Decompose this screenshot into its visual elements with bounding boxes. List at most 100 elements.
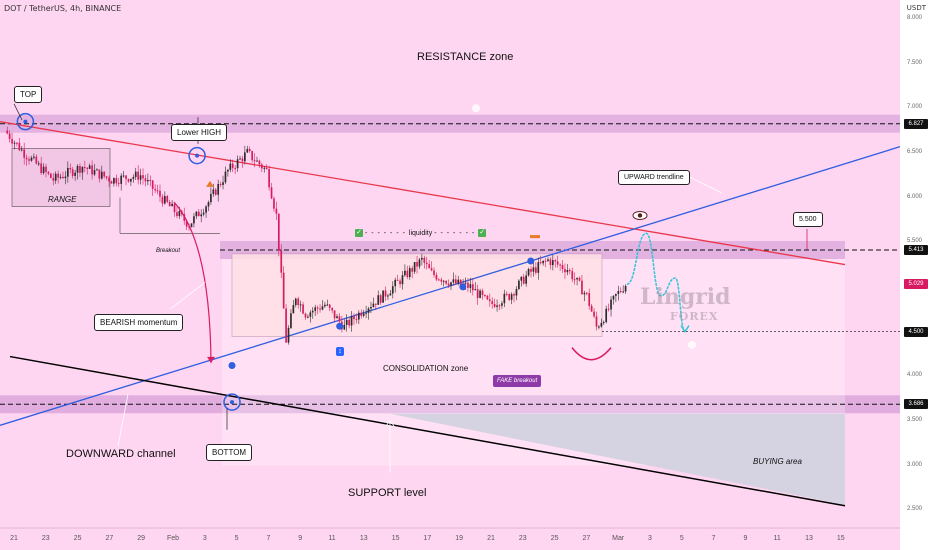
candle-body	[294, 298, 297, 306]
currency-label[interactable]: USDT	[906, 4, 926, 12]
candle-body	[83, 166, 86, 168]
candle-body	[610, 299, 612, 310]
projection-path	[626, 232, 686, 333]
time-tick-label: 21	[10, 535, 18, 542]
candle-body	[353, 316, 355, 320]
candle-body	[486, 295, 489, 300]
resistance-zone-label: RESISTANCE zone	[417, 51, 514, 63]
candle-body	[309, 312, 312, 317]
time-tick-label: Feb	[166, 535, 180, 542]
projection-arrow-icon	[680, 325, 690, 333]
candle-body	[561, 264, 564, 270]
candle-body	[127, 178, 130, 182]
candle-body	[520, 276, 523, 281]
candle-body	[96, 169, 98, 171]
top-callout: TOP	[14, 86, 43, 103]
time-tick-label: 19	[455, 535, 464, 542]
info-icon[interactable]: ↕	[336, 347, 344, 356]
candle-body	[566, 270, 569, 273]
candle-body	[234, 168, 237, 170]
candle-body	[120, 175, 123, 184]
time-tick-label: 11	[773, 535, 781, 542]
hammer-icon	[530, 235, 540, 239]
candle-body	[418, 259, 421, 267]
candle-body	[20, 149, 23, 151]
candle-body	[105, 176, 108, 178]
candle-body	[302, 304, 304, 314]
candle-body	[585, 292, 588, 294]
candle-body	[195, 211, 198, 217]
time-tick-label: 11	[328, 535, 336, 542]
candle-body	[454, 279, 457, 284]
candle-body	[314, 307, 317, 311]
candle-body	[522, 276, 525, 284]
top-callout-pointer	[13, 103, 23, 121]
signal-icon	[206, 180, 214, 187]
channel-callout-pointer	[117, 394, 129, 446]
marker-dot	[688, 340, 696, 349]
price-tick-label: 3.000	[907, 461, 923, 468]
candle-body	[270, 187, 273, 199]
candle-body	[40, 163, 43, 174]
price-badge: 6.827	[904, 118, 928, 129]
candle-body	[493, 303, 496, 307]
trendline-touch-dot	[527, 257, 535, 265]
time-tick-label: 21	[487, 535, 495, 542]
candle-body	[525, 275, 528, 284]
candle-body	[159, 190, 161, 197]
time-tick-label: 9	[298, 535, 303, 542]
candle-body	[33, 156, 35, 158]
candle-body	[544, 260, 547, 262]
breakout-label: Breakout	[156, 248, 181, 254]
candle-body	[539, 262, 542, 264]
price-tick-label: 4.000	[907, 372, 923, 379]
candle-body	[532, 267, 535, 272]
bottom-callout: BOTTOM	[206, 444, 253, 461]
candle-body	[88, 165, 91, 169]
candle-body	[214, 189, 217, 195]
candle-body	[113, 178, 115, 184]
chart-symbol-title[interactable]: DOT / TetherUS, 4h, BINANCE	[4, 4, 122, 13]
candle-body	[25, 157, 28, 160]
time-tick-label: Mar	[612, 535, 625, 542]
upward-callout-pointer	[685, 174, 723, 194]
candle-body	[154, 188, 156, 191]
candle-body	[549, 259, 552, 266]
candle-body	[79, 166, 81, 173]
time-tick-label: 27	[582, 535, 591, 542]
candle-body	[430, 268, 433, 271]
candle-body	[556, 261, 559, 265]
candle-body	[16, 142, 18, 144]
candle-body	[401, 275, 404, 285]
candle-body	[513, 294, 515, 296]
upward-trendline-callout: UPWARD trendline	[618, 170, 690, 185]
trendline-touch-dot	[228, 362, 236, 370]
fake-breakout-tag: FAKE breakout	[493, 375, 542, 387]
candle-body	[464, 282, 467, 284]
candle-body	[527, 268, 530, 276]
range-label: RANGE	[48, 195, 77, 204]
candle-body	[110, 181, 113, 184]
candle-body	[57, 173, 59, 178]
candle-body	[37, 163, 40, 165]
candle-body	[350, 316, 353, 326]
candle-body	[74, 172, 76, 176]
candle-body	[130, 178, 132, 182]
candle-body	[328, 304, 331, 308]
support-arrow-icon	[385, 420, 395, 427]
price-axis-panel	[900, 0, 932, 550]
liquidity-annotation: ✓ - - - - - - - liquidity - - - - - - - …	[355, 229, 487, 237]
candle-body	[447, 283, 450, 286]
candle-body	[607, 308, 610, 310]
candle-body	[185, 220, 188, 227]
candle-body	[248, 149, 251, 151]
support-level-label: SUPPORT level	[348, 487, 427, 499]
candle-body	[450, 282, 452, 286]
candle-body	[171, 203, 173, 207]
candle-body	[399, 280, 401, 285]
time-tick-label: 15	[391, 535, 400, 542]
candle-body	[624, 285, 627, 292]
candle-body	[573, 279, 576, 281]
downward-channel-line	[9, 355, 846, 507]
candle-body	[268, 169, 270, 188]
